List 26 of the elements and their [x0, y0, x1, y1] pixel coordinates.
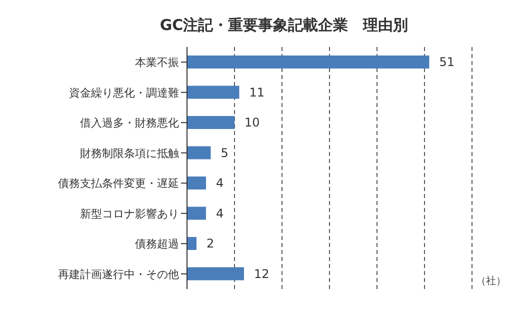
y-tick-label: 新型コロナ影響あり: [80, 207, 179, 220]
data-label: 2: [206, 236, 214, 251]
y-tick-label: 債務超過: [135, 238, 179, 251]
y-tick-label: 再建計画遂行中・その他: [58, 268, 179, 281]
data-label: 4: [216, 176, 224, 190]
chart-title: GC注記・重要事象記載企業 理由別: [158, 15, 410, 35]
data-label: 51: [439, 55, 455, 70]
data-label: 5: [220, 146, 228, 160]
bar: [187, 146, 211, 160]
data-label: 10: [244, 116, 260, 130]
bar: [187, 206, 206, 220]
data-label: 4: [216, 206, 224, 220]
bar: [187, 267, 244, 280]
data-label: 12: [254, 266, 270, 281]
bar: [187, 86, 240, 99]
data-label: 11: [249, 85, 265, 100]
y-tick-label: 本業不振: [135, 56, 179, 70]
bar: [187, 116, 234, 129]
y-tick-label: 資金繰り悪化・調達難: [69, 86, 179, 100]
bar: [187, 236, 196, 250]
bar: [187, 55, 430, 68]
y-tick-label: 借入過多・財務悪化: [80, 116, 179, 130]
text: （社）: [476, 274, 506, 288]
y-tick-label: 債務支払条件変更・遅延: [58, 177, 179, 190]
bar: [187, 176, 206, 190]
y-tick-label: 財務制限条項に抵触: [80, 146, 179, 160]
